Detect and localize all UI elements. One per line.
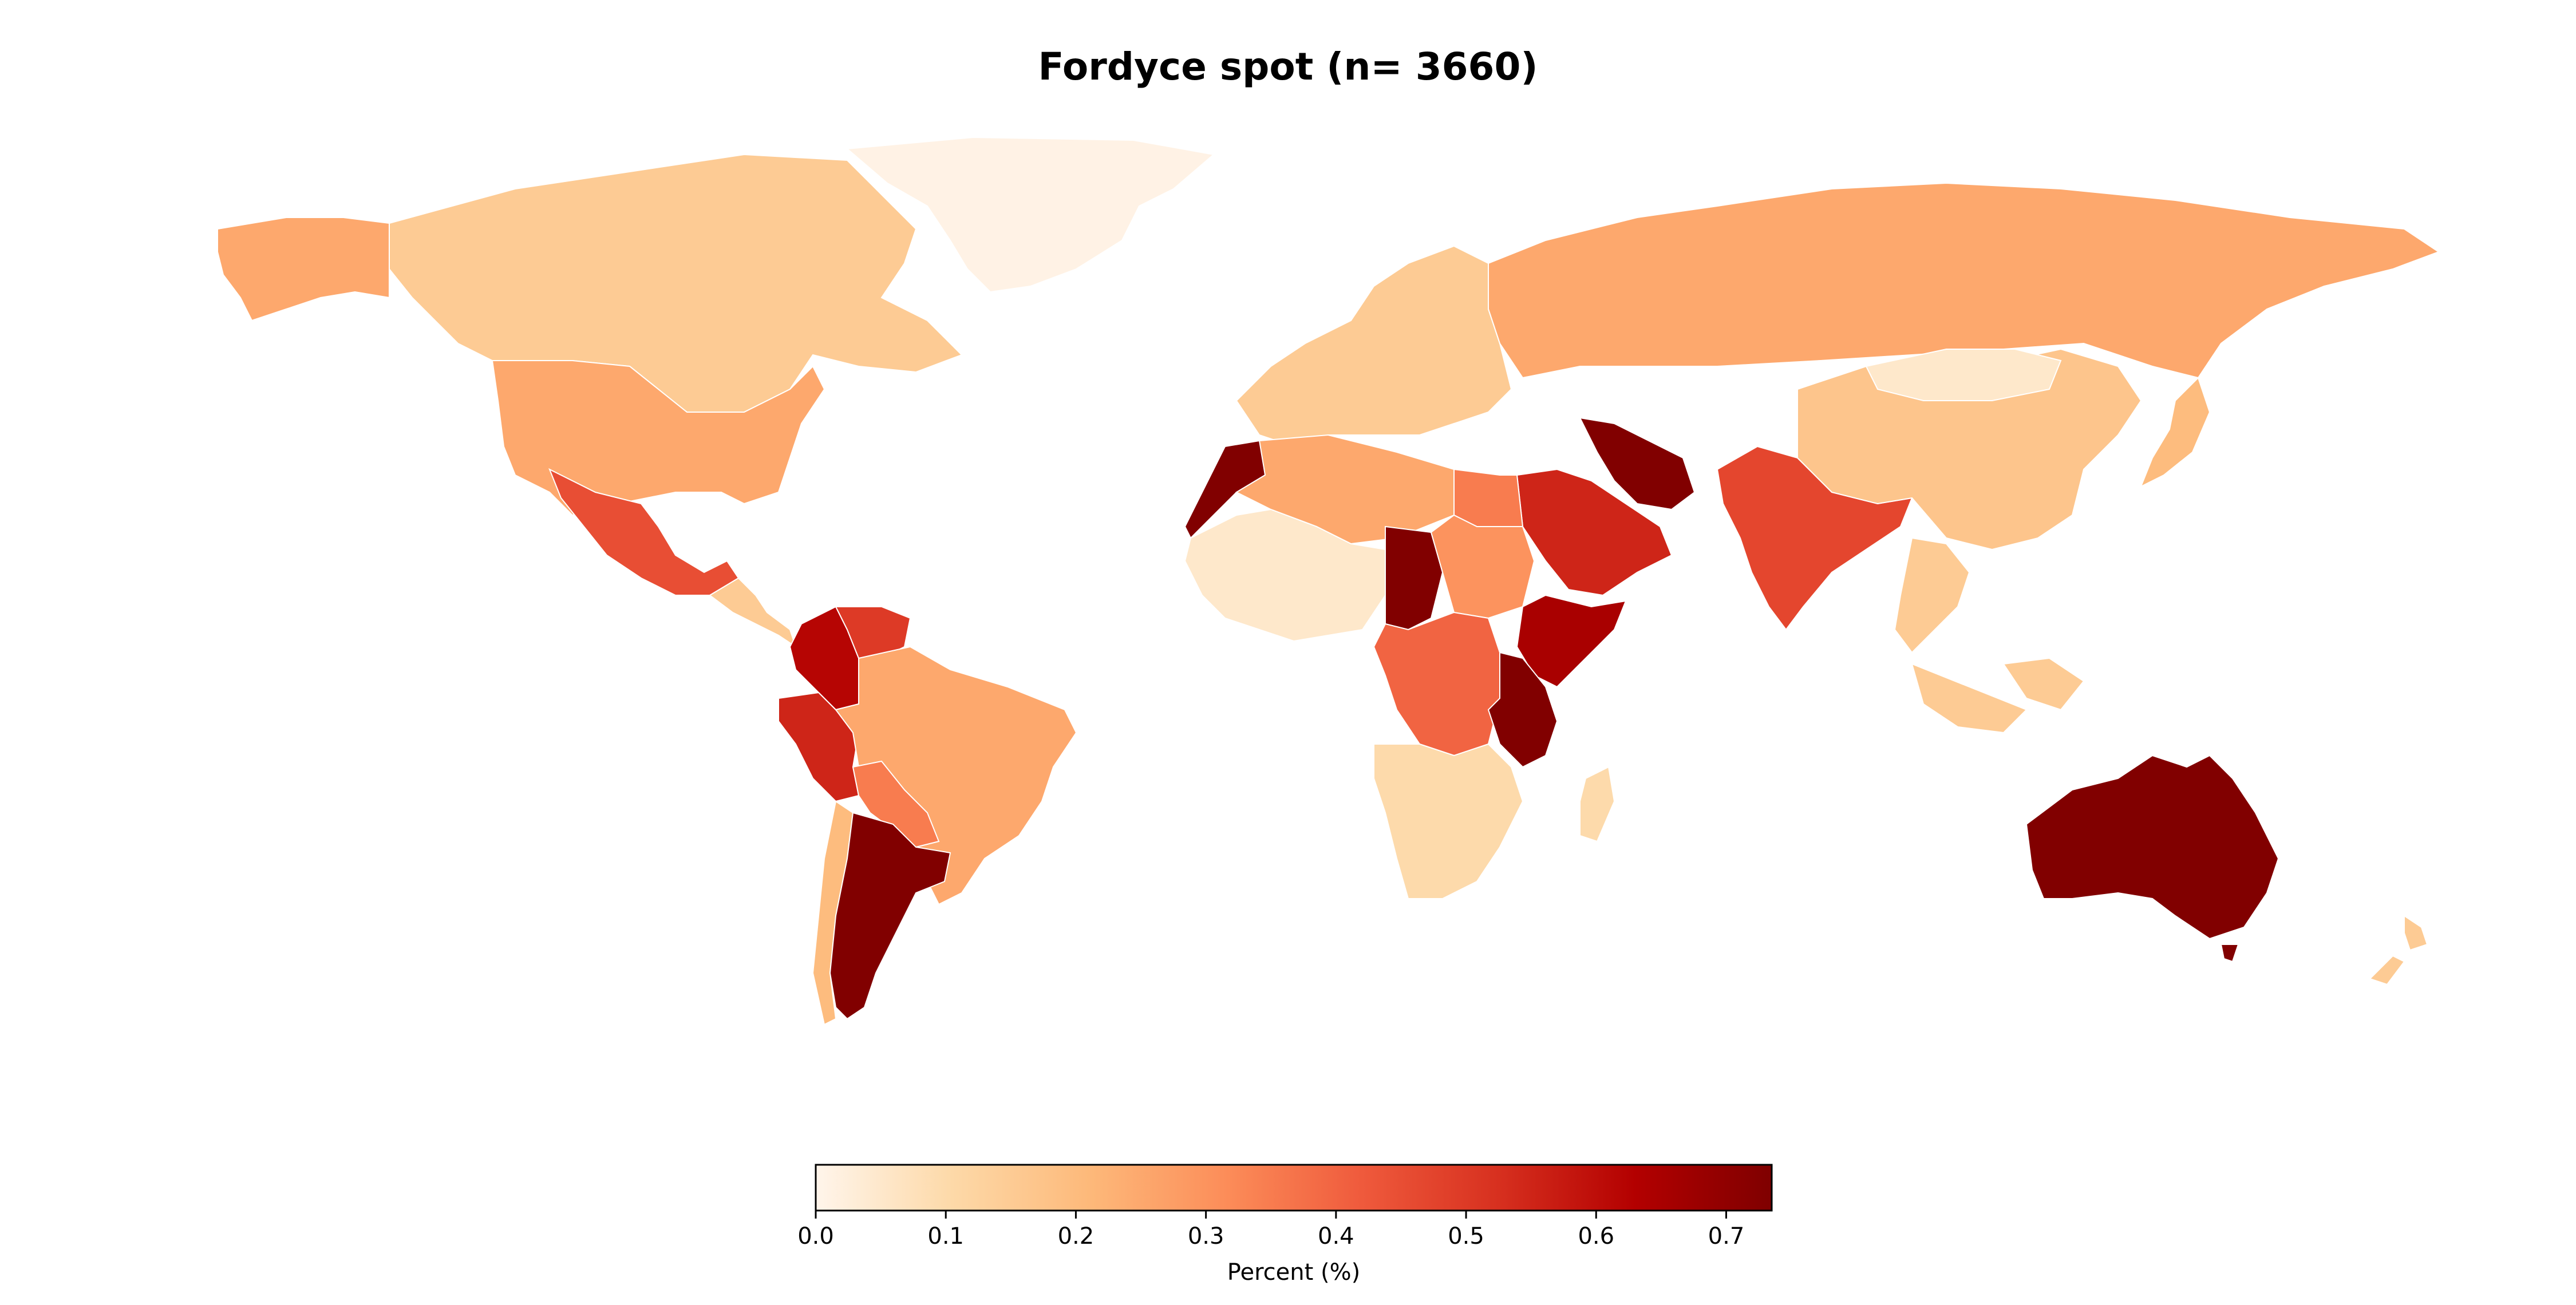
region-mongolia [1865,349,2062,401]
region-west-africa [1184,508,1386,642]
region-tasmania [2220,944,2239,963]
region-iran [1579,417,1696,511]
region-saudi-arabia [1516,468,1673,596]
colorbar-tick-label: 0.4 [1318,1223,1354,1249]
region-new-zealand [2369,915,2428,986]
region-greenland [846,136,1215,293]
region-kenya-tanzania [1487,651,1558,768]
region-canada [389,153,963,413]
region-europe [1235,245,1512,448]
colorbar-tick-label: 0.5 [1448,1223,1484,1249]
region-madagascar [1579,766,1615,843]
colorbar-tick-label: 0.2 [1058,1223,1095,1249]
colorbar-tick-label: 0.6 [1578,1223,1614,1249]
colorbar-tick-label: 0.0 [797,1223,834,1249]
region-drc [1373,611,1500,757]
region-argentina [829,812,951,1020]
region-bolivia [852,760,940,848]
region-russia [1488,182,2440,379]
colorbar: 0.0 0.1 0.2 0.3 0.4 0.5 0.6 0.7 Percent (%) [797,1162,1775,1299]
region-southeast-asia [1894,537,2085,734]
region-southern-africa [1373,743,1524,899]
region-central-america [709,577,797,648]
region-japan [2140,377,2211,488]
region-sudan [1430,514,1535,619]
colorbar-tick-label: 0.3 [1188,1223,1224,1249]
region-brazil [835,646,1077,905]
map-title: Fordyce spot (n= 3660) [1038,45,1538,89]
region-egypt [1453,468,1524,527]
colorbar-tick-label: 0.1 [927,1223,964,1249]
region-alaska [217,217,390,322]
region-australia [2025,754,2279,940]
colorbar-tick-label: 0.7 [1708,1223,1745,1249]
colorbar-label: Percent (%) [1227,1259,1361,1286]
world-choropleth-map [217,136,2440,1025]
colorbar-gradient: 0.0 0.1 0.2 0.3 0.4 0.5 0.6 0.7 [797,1164,1773,1249]
region-usa [491,360,825,516]
